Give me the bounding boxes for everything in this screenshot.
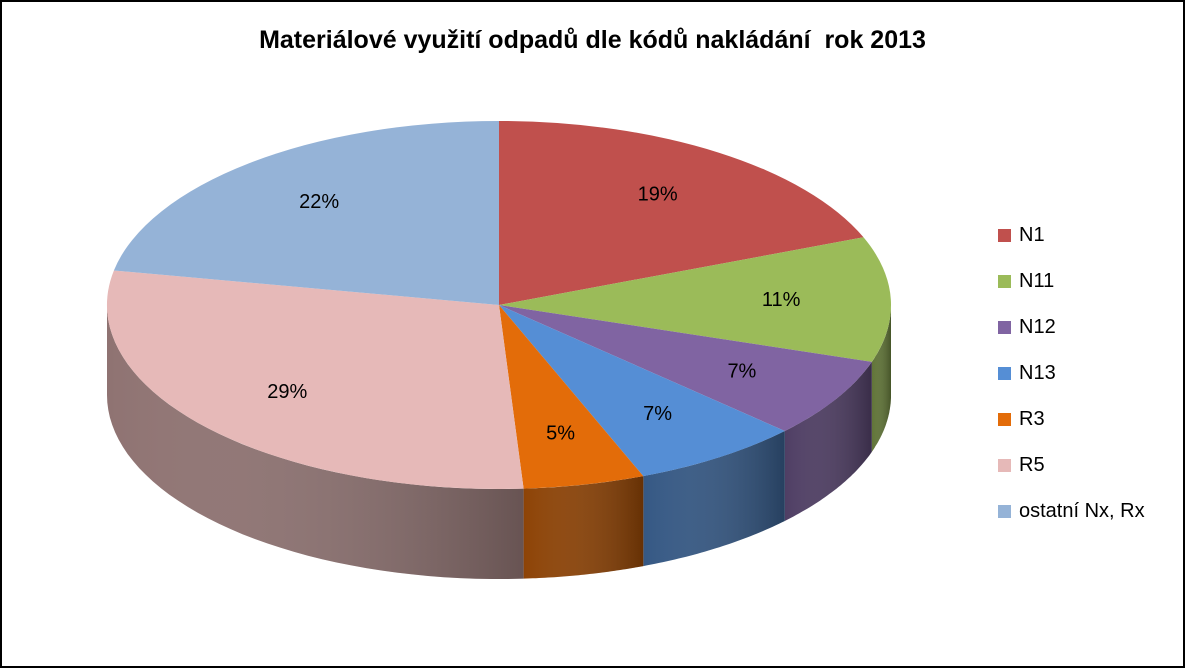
data-label-n12: 7% bbox=[727, 361, 756, 383]
pie-slice-ostatni-nx-rx bbox=[113, 121, 500, 305]
legend-item-n12: N12 bbox=[998, 304, 1145, 350]
pie-side-shade-r3 bbox=[523, 476, 644, 579]
data-label-ostatni-nx-rx: 22% bbox=[299, 191, 339, 213]
legend-item-r3: R3 bbox=[998, 396, 1145, 442]
legend-label: R3 bbox=[1019, 407, 1045, 430]
legend-label: N12 bbox=[1019, 315, 1056, 338]
legend-label: R5 bbox=[1019, 453, 1045, 476]
data-label-n11: 11% bbox=[762, 289, 801, 311]
pie-slice-r3 bbox=[499, 305, 644, 489]
legend-swatch bbox=[998, 504, 1011, 518]
legend: N1 N11 N12 N13 R3 R5 ostatní Nx, Rx bbox=[998, 212, 1145, 534]
legend-item-r5: R5 bbox=[998, 442, 1145, 488]
data-label-n13: 7% bbox=[643, 403, 672, 425]
data-label-n1: 19% bbox=[638, 184, 678, 206]
data-label-r3: 5% bbox=[546, 423, 575, 445]
legend-label: N1 bbox=[1019, 223, 1045, 246]
legend-swatch bbox=[998, 228, 1011, 242]
pie-slice-n13 bbox=[499, 305, 785, 477]
legend-label: N13 bbox=[1019, 361, 1056, 384]
legend-swatch bbox=[998, 458, 1011, 472]
pie-slice-n11 bbox=[499, 237, 892, 362]
pie-side-shade-n11 bbox=[871, 305, 891, 452]
legend-item-n11: N11 bbox=[998, 258, 1145, 304]
pie-side-shade-r5 bbox=[107, 305, 524, 579]
pie-side-shade-n13 bbox=[643, 431, 785, 567]
pie-slice-r5 bbox=[106, 270, 524, 489]
pie-slice-n1 bbox=[499, 121, 864, 305]
legend-label: ostatní Nx, Rx bbox=[1019, 499, 1145, 522]
pie-slice-n12 bbox=[499, 305, 872, 431]
legend-label: N11 bbox=[1019, 269, 1055, 292]
chart-title: Materiálové využití odpadů dle kódů nakl… bbox=[259, 26, 926, 54]
legend-item-n13: N13 bbox=[998, 350, 1145, 396]
legend-swatch bbox=[998, 366, 1011, 380]
data-label-r5: 29% bbox=[267, 381, 307, 403]
legend-item-n1: N1 bbox=[998, 212, 1145, 258]
legend-item-ostatni-nx-rx: ostatní Nx, Rx bbox=[998, 488, 1145, 534]
legend-swatch bbox=[998, 412, 1011, 426]
legend-swatch bbox=[998, 274, 1011, 288]
legend-swatch bbox=[998, 320, 1011, 334]
pie-side-shade-n12 bbox=[784, 361, 872, 521]
